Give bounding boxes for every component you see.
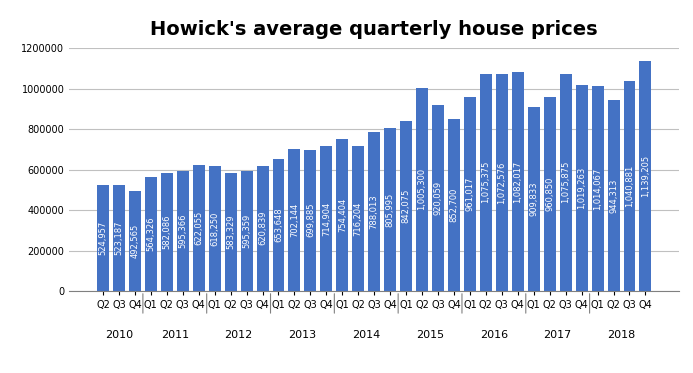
Text: 1,075,875: 1,075,875 — [561, 161, 570, 203]
Text: 523,187: 523,187 — [114, 221, 123, 256]
Text: 1,005,300: 1,005,300 — [418, 168, 427, 210]
Bar — [480, 74, 492, 291]
Text: 2012: 2012 — [225, 330, 253, 340]
Text: 714,904: 714,904 — [322, 201, 331, 236]
Bar — [576, 85, 588, 291]
Text: 2017: 2017 — [543, 330, 572, 340]
Text: 852,700: 852,700 — [450, 188, 459, 222]
Text: 716,204: 716,204 — [353, 201, 362, 236]
Text: 1,082,017: 1,082,017 — [514, 160, 523, 203]
Bar — [608, 100, 620, 291]
Bar — [320, 147, 333, 291]
Text: 2015: 2015 — [416, 330, 444, 340]
Bar — [177, 171, 188, 291]
Text: 842,075: 842,075 — [402, 189, 411, 223]
Bar — [304, 150, 317, 291]
Text: 620,839: 620,839 — [258, 211, 267, 245]
Text: 653,648: 653,648 — [274, 208, 283, 242]
Text: 622,055: 622,055 — [194, 211, 203, 245]
Text: 595,359: 595,359 — [242, 214, 251, 248]
Bar — [624, 81, 635, 291]
Text: 1,075,375: 1,075,375 — [482, 161, 491, 204]
Bar — [240, 171, 252, 291]
Text: 2018: 2018 — [607, 330, 635, 340]
Bar — [640, 61, 651, 291]
Text: 2016: 2016 — [480, 330, 508, 340]
Bar — [288, 149, 301, 291]
Bar — [352, 146, 365, 291]
Bar — [384, 128, 396, 291]
Text: 702,144: 702,144 — [290, 203, 299, 237]
Text: 2014: 2014 — [352, 330, 380, 340]
Text: 909,833: 909,833 — [529, 182, 538, 216]
Bar — [448, 119, 460, 291]
Bar — [336, 138, 349, 291]
Bar — [129, 191, 141, 291]
Bar — [528, 107, 540, 291]
Text: 595,366: 595,366 — [178, 214, 187, 248]
Bar — [592, 86, 604, 291]
Text: 582,086: 582,086 — [162, 215, 171, 250]
Text: 1,014,067: 1,014,067 — [593, 167, 602, 210]
Bar — [496, 74, 508, 291]
Text: 524,957: 524,957 — [98, 221, 107, 255]
Text: 1,019,263: 1,019,263 — [577, 167, 586, 209]
Text: 1,040,881: 1,040,881 — [625, 164, 634, 207]
Text: 1,072,576: 1,072,576 — [498, 162, 507, 204]
Text: 618,250: 618,250 — [210, 211, 219, 246]
Bar — [560, 73, 572, 291]
Bar — [97, 185, 109, 291]
Text: 960,850: 960,850 — [545, 177, 554, 211]
Text: 699,885: 699,885 — [306, 203, 315, 238]
Text: 961,017: 961,017 — [466, 177, 475, 211]
Bar — [225, 173, 236, 291]
Title: Howick's average quarterly house prices: Howick's average quarterly house prices — [150, 20, 598, 38]
Bar — [368, 132, 380, 291]
Text: 492,565: 492,565 — [130, 224, 139, 258]
Bar — [512, 72, 524, 291]
Bar — [544, 97, 556, 291]
Text: 920,059: 920,059 — [434, 181, 443, 215]
Text: 754,404: 754,404 — [337, 198, 346, 232]
Bar — [432, 105, 444, 291]
Bar — [416, 88, 428, 291]
Text: 944,313: 944,313 — [609, 178, 618, 213]
Bar — [161, 173, 173, 291]
Bar — [145, 177, 157, 291]
Bar — [400, 121, 412, 291]
Text: 1,139,205: 1,139,205 — [641, 155, 650, 197]
Text: 2010: 2010 — [105, 330, 133, 340]
Bar — [464, 97, 476, 291]
Bar — [193, 165, 204, 291]
Text: 2011: 2011 — [161, 330, 189, 340]
Text: 788,013: 788,013 — [370, 194, 378, 229]
Bar — [113, 185, 125, 291]
Bar — [209, 166, 220, 291]
Text: 2013: 2013 — [288, 330, 317, 340]
Text: 583,329: 583,329 — [226, 215, 235, 249]
Text: 805,995: 805,995 — [386, 192, 395, 227]
Bar — [256, 166, 268, 291]
Text: 564,326: 564,326 — [146, 217, 155, 251]
Bar — [272, 159, 285, 291]
